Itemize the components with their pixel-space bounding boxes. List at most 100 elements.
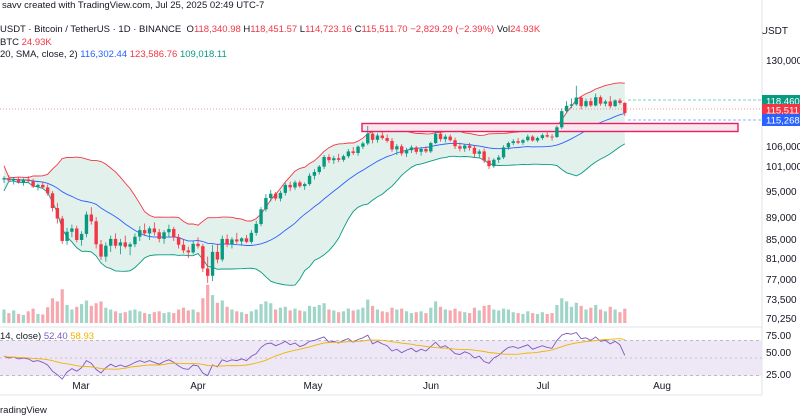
volume-bar [443,309,447,323]
volume-bar [41,314,45,323]
close-value: 115,511.70 [361,24,408,35]
bollinger-fill [4,82,625,286]
price-tick-label: 77,000 [766,275,797,286]
volume-bar [254,309,258,323]
volume-bar [463,312,467,323]
rsi-pane: 75.00 50.00 25.00 [0,326,791,381]
candle-body [366,133,370,144]
candle-body [356,146,360,153]
price-tick-label: 130,000 [766,56,800,67]
price-tick-label: 73,500 [766,295,797,306]
candle-body [404,150,409,154]
volume-bar [26,311,30,323]
volume-bar [244,314,249,323]
candle-body [467,145,472,148]
rsi-ma-value: 58.93 [70,331,95,342]
volume-bar [458,311,462,323]
volume-bar [332,310,336,323]
bollinger-basis-value: 116,302.44 [80,49,128,60]
bollinger-label: 20, SMA, close, 2) [0,49,78,60]
volume-bar [7,313,11,323]
candle-body [506,143,511,148]
volume-bar [603,311,607,323]
candle-body [521,140,525,143]
volume-bar [249,311,253,323]
open-label: O [186,24,194,35]
candle-body [283,184,287,193]
volume-bar [419,311,423,323]
price-tick-label: 89,000 [766,213,797,224]
volume-bar [152,312,156,323]
volume-bar [453,308,457,323]
rsi-tick-label: 75.00 [766,331,791,342]
candle-body [21,179,26,182]
price-axis: 130,000 106,000 101,000 95,000 89,000 85,000 8… [761,0,800,395]
candle-body [327,157,331,161]
candle-body [307,175,312,185]
candle-body [380,135,384,139]
candle-body [123,242,127,247]
volume-bar [356,309,360,323]
candle-body [623,102,627,113]
candle-body [293,182,297,188]
candle-body [70,228,74,232]
volume-bar [167,312,171,323]
volume-bar [70,309,74,323]
candle-body [545,135,549,137]
candle-body [487,160,491,167]
candle-body [50,193,55,209]
bollinger-lower-line [3,143,626,286]
volume-bar [361,307,365,323]
volume-bar [31,308,35,323]
candle-body [448,136,452,141]
volume-bar [84,300,89,323]
candle-body [390,140,394,150]
candle-body [196,243,200,247]
candle-body [589,101,593,106]
candle-body [419,149,423,152]
high-value: 118,451.57 [250,24,298,35]
candle-body [94,221,98,245]
candle-body [540,135,545,139]
candle-body [99,244,103,257]
volume-bar [521,314,525,323]
volume-bar [36,314,40,323]
volume-bar [341,311,346,323]
volume-bar [414,312,418,323]
candle-body [482,151,486,161]
volume-bar [438,306,443,323]
candle-body [550,136,554,138]
volume-bar [220,300,224,323]
volume-bar [196,312,200,323]
volume-bar [303,311,307,323]
volume-bar [351,310,355,323]
candle-body [516,141,520,143]
candle-body [298,182,302,187]
candle-body [472,147,477,154]
volume-bar [555,305,559,323]
volume-bar [60,289,64,323]
volume-bar [138,311,142,323]
candle-body [453,140,457,147]
volume-bar [322,303,326,323]
candle-body [201,246,205,269]
volume-bar [594,305,598,323]
candle-body [574,97,578,105]
volume-bar [400,308,404,323]
candle-body [560,111,564,128]
volume-bar [293,308,297,323]
bollinger-legend: 20, SMA, close, 2) 116,302.44 123,586.76… [0,49,227,60]
high-label: H [243,24,251,35]
candle-body [458,146,462,149]
candle-body [45,187,50,194]
volume-legend: BTC 24.93K [0,37,52,48]
candle-body [235,239,239,242]
candle-body [317,166,321,172]
volume-bar [317,305,321,323]
bollinger-upper-value: 123,586.76 [129,49,178,60]
price-tick-label: 70,250 [766,314,797,325]
candle-body [249,232,254,242]
candle-body [346,151,351,157]
candle-body [594,97,598,106]
